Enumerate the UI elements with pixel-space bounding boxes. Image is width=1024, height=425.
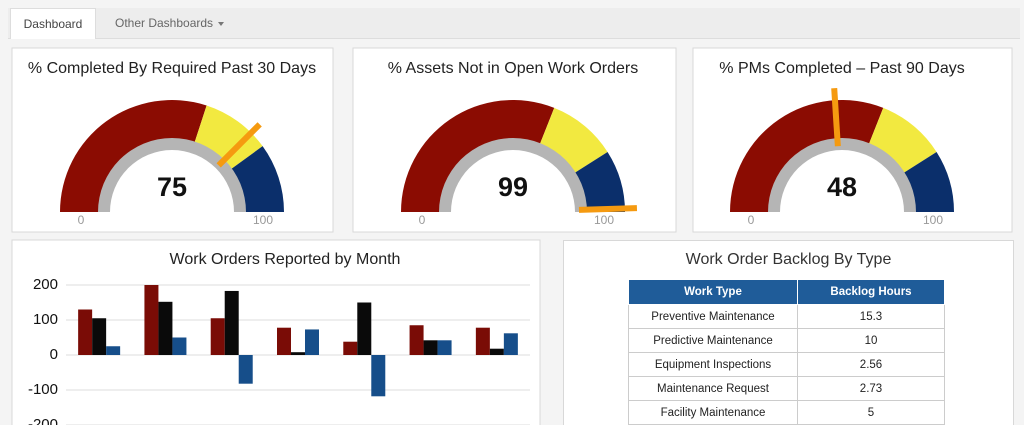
gauge-value: 48	[827, 172, 857, 202]
column-header: Backlog Hours	[797, 279, 945, 305]
table-row: Predictive Maintenance 10	[628, 328, 945, 353]
bar	[277, 327, 291, 355]
bar	[343, 341, 358, 355]
gauge-needle	[216, 122, 262, 168]
bar	[503, 333, 518, 355]
gauge-tick-label: 100	[594, 213, 614, 227]
table-cell: Equipment Inspections	[628, 352, 798, 377]
table-title: Work Order Backlog By Type	[685, 251, 892, 268]
gauge-tick-label: 0	[419, 213, 426, 227]
table-cell: 5	[797, 400, 945, 425]
table-row: Preventive Maintenance 15.3	[628, 304, 945, 329]
bar	[475, 327, 490, 355]
backlog-table: Work Type Backlog Hours Preventive Maint…	[628, 279, 945, 425]
tab-bar: Dashboard Other Dashboards	[8, 8, 1020, 39]
bar	[489, 348, 504, 355]
table-cell: Maintenance Request	[628, 376, 798, 401]
table-cell: 10	[797, 328, 945, 353]
table-cell: Predictive Maintenance	[628, 328, 798, 353]
gauge-band	[867, 107, 937, 175]
bar	[238, 355, 253, 384]
bar	[144, 285, 159, 355]
gauge-value: 99	[498, 172, 528, 202]
y-tick-label: 100	[33, 311, 58, 328]
bar	[78, 309, 93, 355]
bar	[210, 318, 225, 355]
gauge-title: % Assets Not in Open Work Orders	[388, 60, 638, 77]
bar	[172, 337, 187, 355]
gauge-needle	[831, 88, 841, 147]
bar	[409, 325, 424, 355]
dropdown-caret	[218, 21, 225, 26]
tab-label: Dashboard	[23, 17, 83, 31]
bar	[423, 340, 438, 355]
tab[interactable]: Dashboard	[10, 8, 96, 39]
bar	[357, 302, 372, 355]
chart-title: Work Orders Reported by Month	[170, 251, 401, 268]
gauge-tick-label: 100	[923, 213, 943, 227]
gauge-tick-label: 100	[253, 213, 273, 227]
gauge-band	[730, 100, 884, 212]
gauge-band	[193, 105, 263, 171]
table-cell: 15.3	[797, 304, 945, 329]
gauge-inner-ring	[439, 138, 587, 212]
table-cell: 2.56	[797, 352, 945, 377]
gauge-tick-label: 0	[748, 213, 755, 227]
tab-label: Other Dashboards	[115, 16, 214, 30]
table-body: Preventive Maintenance 15.3 Predictive Mai…	[628, 304, 945, 425]
gauge-band	[60, 99, 207, 212]
bar	[437, 340, 452, 355]
y-tick-label: 0	[50, 346, 58, 363]
y-tick-label: 200	[33, 276, 58, 293]
bar	[291, 352, 305, 355]
gauge-tick-label: 0	[78, 213, 85, 227]
gauge-title: % PMs Completed – Past 90 Days	[719, 60, 964, 77]
table-panel: Work Order Backlog By Type Work Type Bac…	[563, 240, 1014, 425]
gauge-band	[401, 100, 555, 212]
gauge-value: 75	[157, 172, 187, 202]
table-cell: Preventive Maintenance	[628, 304, 798, 329]
bar	[224, 290, 239, 355]
gauge-needle	[578, 205, 638, 213]
bar	[158, 301, 173, 355]
bar	[371, 355, 386, 397]
table-row: Equipment Inspections 2.56	[628, 352, 945, 377]
table-row: Maintenance Request 2.73	[628, 376, 945, 401]
table-cell: 2.73	[797, 376, 945, 401]
gauge-inner-ring	[768, 138, 916, 212]
y-tick-label: -100	[28, 381, 58, 398]
bar	[106, 346, 121, 355]
tab[interactable]: Other Dashboards	[105, 8, 234, 38]
bar	[305, 329, 319, 355]
y-tick-label: -200	[28, 416, 58, 425]
gauge-band	[538, 107, 608, 175]
gauge-title: % Completed By Required Past 30 Days	[28, 60, 316, 77]
gauge-inner-ring	[98, 138, 246, 212]
bar	[92, 318, 107, 355]
table-cell: Facility Maintenance	[628, 400, 798, 425]
column-header: Work Type	[628, 279, 798, 305]
table-row: Facility Maintenance 5	[628, 400, 945, 425]
